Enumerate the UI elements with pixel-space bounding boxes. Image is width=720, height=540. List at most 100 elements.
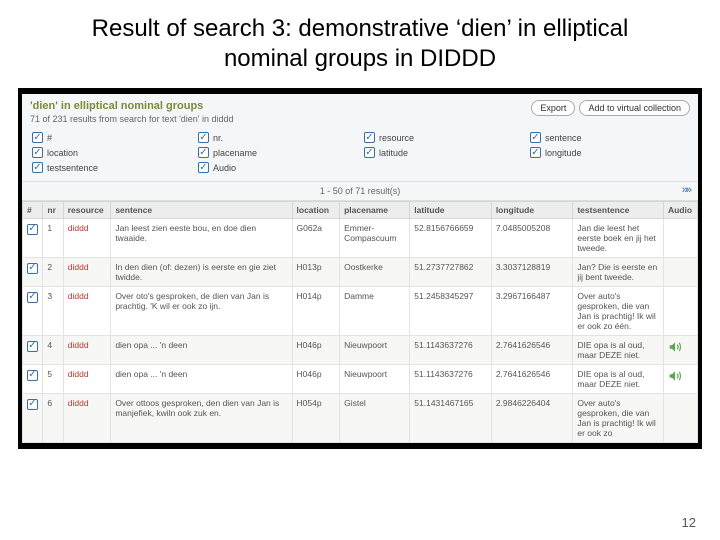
table-header-row: #nrresourcesentencelocationplacenamelati… <box>23 202 698 219</box>
filter-label: placename <box>213 148 257 158</box>
row-resource[interactable]: diddd <box>63 287 111 336</box>
row-placename: Oostkerke <box>340 258 410 287</box>
filter-checkbox[interactable]: ✓Audio <box>198 162 356 173</box>
row-testsentence: Over auto's gesproken, die van Jan is pr… <box>573 287 664 336</box>
filter-label: resource <box>379 133 414 143</box>
row-latitude: 51.2458345297 <box>410 287 492 336</box>
row-resource[interactable]: diddd <box>63 394 111 443</box>
row-sentence: dien opa ... 'n deen <box>111 336 292 365</box>
checkbox-icon[interactable]: ✓ <box>198 132 209 143</box>
column-header[interactable]: latitude <box>410 202 492 219</box>
row-sentence: dien opa ... 'n deen <box>111 365 292 394</box>
results-panel: 'dien' in elliptical nominal groups 71 o… <box>22 94 698 443</box>
checkbox-icon[interactable]: ✓ <box>27 399 38 410</box>
filter-checkbox[interactable]: ✓nr. <box>198 132 356 143</box>
row-placename: Gistel <box>340 394 410 443</box>
filter-checkbox[interactable]: ✓sentence <box>530 132 688 143</box>
column-header[interactable]: longitude <box>491 202 573 219</box>
row-testsentence: Jan die leest het eerste boek en jij het… <box>573 219 664 258</box>
filter-label: testsentence <box>47 163 98 173</box>
row-checkbox-cell[interactable]: ✓ <box>23 394 43 443</box>
column-header[interactable]: nr <box>43 202 63 219</box>
row-longitude: 7.0485005208 <box>491 219 573 258</box>
checkbox-icon[interactable]: ✓ <box>27 370 38 381</box>
column-header[interactable]: # <box>23 202 43 219</box>
checkbox-icon[interactable]: ✓ <box>27 292 38 303</box>
row-checkbox-cell[interactable]: ✓ <box>23 258 43 287</box>
row-checkbox-cell[interactable]: ✓ <box>23 287 43 336</box>
column-header[interactable]: sentence <box>111 202 292 219</box>
row-placename: Nieuwpoort <box>340 336 410 365</box>
column-header[interactable]: Audio <box>663 202 697 219</box>
filter-checkbox[interactable]: ✓ placename <box>198 147 356 158</box>
filter-label: longitude <box>545 148 582 158</box>
row-location: H046p <box>292 336 340 365</box>
row-resource[interactable]: diddd <box>63 365 111 394</box>
row-sentence: Over oto's gesproken, de dien van Jan is… <box>111 287 292 336</box>
table-row: ✓ 4diddddien opa ... 'n deenH046pNieuwpoo… <box>23 336 698 365</box>
filter-checkbox[interactable]: ✓ latitude <box>364 147 522 158</box>
filter-checkbox[interactable]: ✓ longitude <box>530 147 688 158</box>
checkbox-icon[interactable]: ✓ <box>27 263 38 274</box>
row-location: H054p <box>292 394 340 443</box>
column-header[interactable]: location <box>292 202 340 219</box>
row-audio <box>663 336 697 365</box>
row-longitude: 2.9846226404 <box>491 394 573 443</box>
row-audio <box>663 365 697 394</box>
checkbox-icon[interactable]: ✓ <box>27 341 38 352</box>
column-header[interactable]: placename <box>340 202 410 219</box>
checkbox-icon[interactable]: ✓ <box>32 147 43 158</box>
row-nr: 6 <box>43 394 63 443</box>
checkbox-icon[interactable]: ✓ <box>364 147 375 158</box>
table-row: ✓2didddIn den dien (of: dezen) is eerste… <box>23 258 698 287</box>
row-longitude: 2.7641626546 <box>491 365 573 394</box>
row-resource[interactable]: diddd <box>63 336 111 365</box>
slide-title: Result of search 3: demonstrative ‘dien’… <box>0 0 720 80</box>
checkbox-icon[interactable]: ✓ <box>32 162 43 173</box>
checkbox-icon[interactable]: ✓ <box>27 224 38 235</box>
checkbox-icon[interactable]: ✓ <box>32 132 43 143</box>
row-resource[interactable]: diddd <box>63 258 111 287</box>
audio-icon[interactable] <box>668 340 682 354</box>
row-testsentence: DIE opa is al oud, maar DEZE niet. <box>573 365 664 394</box>
filter-checkbox[interactable]: ✓location <box>32 147 190 158</box>
column-header[interactable]: resource <box>63 202 111 219</box>
table-row: ✓1didddJan leest zien eeste bou, en doe … <box>23 219 698 258</box>
screenshot-frame: 'dien' in elliptical nominal groups 71 o… <box>18 88 702 449</box>
filter-checkbox[interactable]: ✓ resource <box>364 132 522 143</box>
row-location: H014p <box>292 287 340 336</box>
row-nr: 1 <box>43 219 63 258</box>
row-resource[interactable]: diddd <box>63 219 111 258</box>
row-checkbox-cell[interactable]: ✓ <box>23 336 43 365</box>
row-checkbox-cell[interactable]: ✓ <box>23 365 43 394</box>
pager-next[interactable]: »» <box>682 184 690 196</box>
row-placename: Nieuwpoort <box>340 365 410 394</box>
page-number: 12 <box>682 515 696 530</box>
checkbox-icon[interactable]: ✓ <box>364 132 375 143</box>
row-nr: 3 <box>43 287 63 336</box>
row-latitude: 51.1143637276 <box>410 336 492 365</box>
audio-icon[interactable] <box>668 369 682 383</box>
row-sentence: In den dien (of: dezen) is eerste en gie… <box>111 258 292 287</box>
filter-checkbox[interactable]: ✓# <box>32 132 190 143</box>
add-collection-button[interactable]: Add to virtual collection <box>579 100 690 116</box>
table-row: ✓6didddOver ottoos gesproken, den dien v… <box>23 394 698 443</box>
export-button[interactable]: Export <box>531 100 575 116</box>
checkbox-icon[interactable]: ✓ <box>198 162 209 173</box>
filter-label: latitude <box>379 148 408 158</box>
row-audio <box>663 258 697 287</box>
checkbox-icon[interactable]: ✓ <box>198 147 209 158</box>
row-audio <box>663 287 697 336</box>
row-location: H013p <box>292 258 340 287</box>
row-location: H046p <box>292 365 340 394</box>
row-checkbox-cell[interactable]: ✓ <box>23 219 43 258</box>
column-header[interactable]: testsentence <box>573 202 664 219</box>
results-table: #nrresourcesentencelocationplacenamelati… <box>22 201 698 443</box>
filter-checkbox[interactable]: ✓ testsentence <box>32 162 190 173</box>
row-longitude: 3.3037128819 <box>491 258 573 287</box>
checkbox-icon[interactable]: ✓ <box>530 132 541 143</box>
checkbox-icon[interactable]: ✓ <box>530 147 541 158</box>
row-nr: 4 <box>43 336 63 365</box>
pager-range: 1 - 50 of 71 result(s) <box>320 186 401 196</box>
row-longitude: 2.7641626546 <box>491 336 573 365</box>
